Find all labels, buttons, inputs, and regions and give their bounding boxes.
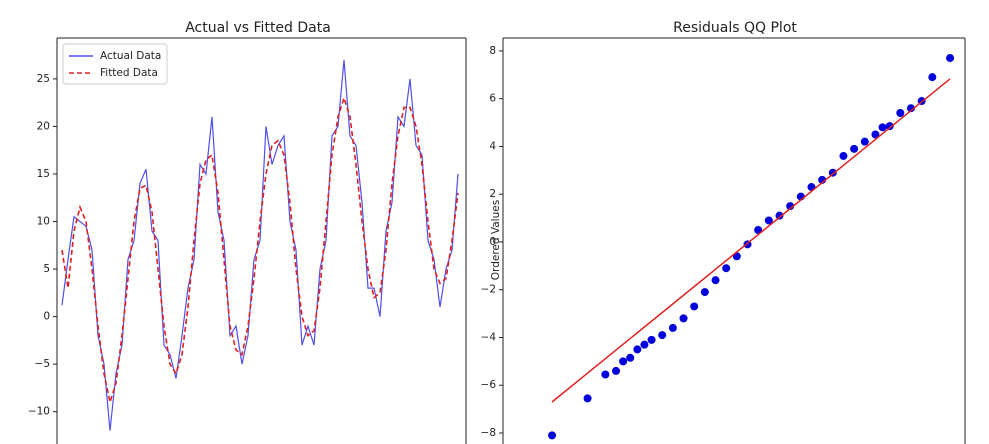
y-tick-label: 15: [37, 168, 50, 180]
point: [647, 335, 656, 344]
y-tick-label: −5: [35, 358, 50, 370]
y-tick-label: 8: [489, 45, 496, 57]
point: [700, 288, 709, 297]
point: [601, 370, 610, 379]
chart-title: Residuals QQ Plot: [673, 20, 797, 36]
y-tick-label: 25: [37, 73, 50, 85]
point: [946, 54, 955, 63]
y-tick-label: 0: [489, 236, 496, 248]
point: [640, 340, 649, 349]
point: [583, 394, 592, 403]
fit-line: [551, 78, 951, 403]
chart-title: Actual vs Fitted Data: [185, 20, 331, 36]
point: [885, 122, 894, 131]
data-line: [61, 95, 459, 406]
y-tick-label: 10: [37, 216, 50, 228]
y-tick-label: 6: [489, 93, 496, 105]
point: [878, 123, 887, 132]
point: [928, 73, 937, 82]
point: [668, 323, 677, 332]
point: [775, 211, 784, 220]
y-tick-label: 2: [489, 188, 496, 200]
point: [839, 151, 848, 160]
point: [754, 226, 763, 235]
y-tick-label: −2: [481, 284, 496, 296]
point: [850, 144, 859, 153]
point: [722, 264, 731, 273]
point: [786, 202, 795, 211]
point: [860, 137, 869, 146]
y-tick-label: −8: [481, 427, 496, 439]
y-axis-label: Ordered Values: [490, 200, 502, 280]
point: [679, 314, 688, 323]
y-tick-label: 5: [43, 263, 50, 275]
point: [711, 276, 720, 285]
y-tick-label: 20: [37, 120, 50, 132]
point: [548, 431, 557, 440]
y-tick-label: −4: [481, 331, 497, 343]
legend-label: Fitted Data: [100, 67, 158, 79]
point: [871, 130, 880, 139]
y-tick-label: −10: [28, 406, 50, 418]
y-tick-label: 0: [43, 311, 50, 323]
point: [619, 357, 628, 366]
point: [612, 366, 621, 375]
point: [690, 302, 699, 311]
y-tick-label: −6: [481, 379, 497, 391]
point: [626, 353, 635, 362]
y-tick-label: 4: [489, 140, 496, 152]
point: [658, 331, 667, 340]
legend-label: Actual Data: [100, 50, 161, 62]
point: [764, 216, 773, 225]
point: [906, 104, 915, 113]
point: [896, 108, 905, 117]
data-line: [61, 59, 459, 431]
legend-box: [62, 43, 168, 85]
point: [633, 345, 642, 354]
